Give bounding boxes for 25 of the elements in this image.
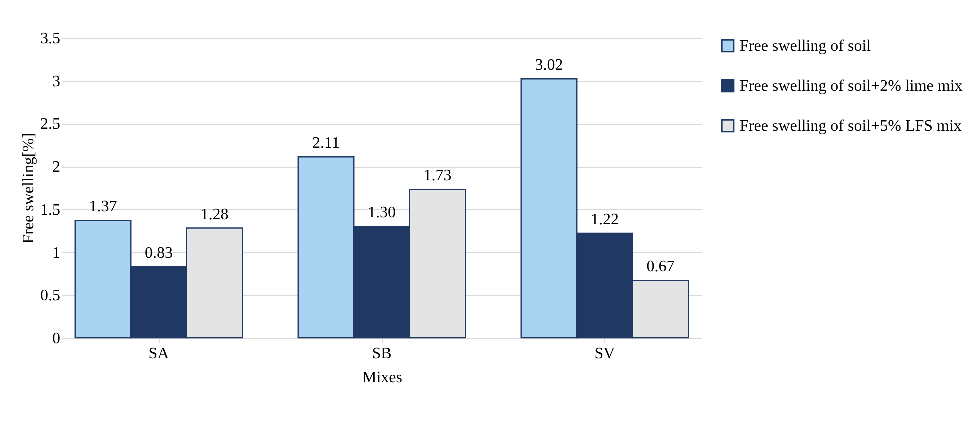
- x-tick-label: SA: [148, 346, 170, 362]
- data-label: 1.22: [590, 211, 619, 228]
- data-label: 2.11: [312, 135, 340, 152]
- data-label: 1.73: [424, 168, 452, 185]
- y-tick-label: 1: [52, 244, 60, 262]
- data-label: 0.83: [145, 244, 174, 262]
- data-label: 1.37: [89, 198, 118, 216]
- y-tick-label: 0.5: [40, 288, 60, 305]
- data-label: 3.02: [535, 57, 564, 74]
- x-tick-label: SB: [372, 346, 392, 362]
- y-tick-label: 2: [52, 159, 60, 176]
- data-label: 0.67: [646, 258, 675, 276]
- x-axis-title: Mixes: [362, 370, 402, 386]
- legend-label: Free swelling of soil: [740, 38, 872, 55]
- y-tick-label: 0: [52, 330, 60, 348]
- y-tick-label: 1.5: [40, 202, 60, 219]
- data-label: 1.30: [368, 204, 396, 222]
- legend-label: Free swelling of soil+2% lime mix: [740, 78, 963, 95]
- y-axis-title: Free swelling[%]: [20, 133, 38, 244]
- y-tick-label: 3: [52, 73, 60, 90]
- data-label: 1.28: [200, 206, 229, 224]
- y-tick-label: 2.5: [40, 116, 60, 134]
- y-tick-label: 3.5: [40, 30, 60, 48]
- x-tick-label: SV: [594, 346, 616, 362]
- legend-label: Free swelling of soil+5% LFS mix: [740, 118, 962, 135]
